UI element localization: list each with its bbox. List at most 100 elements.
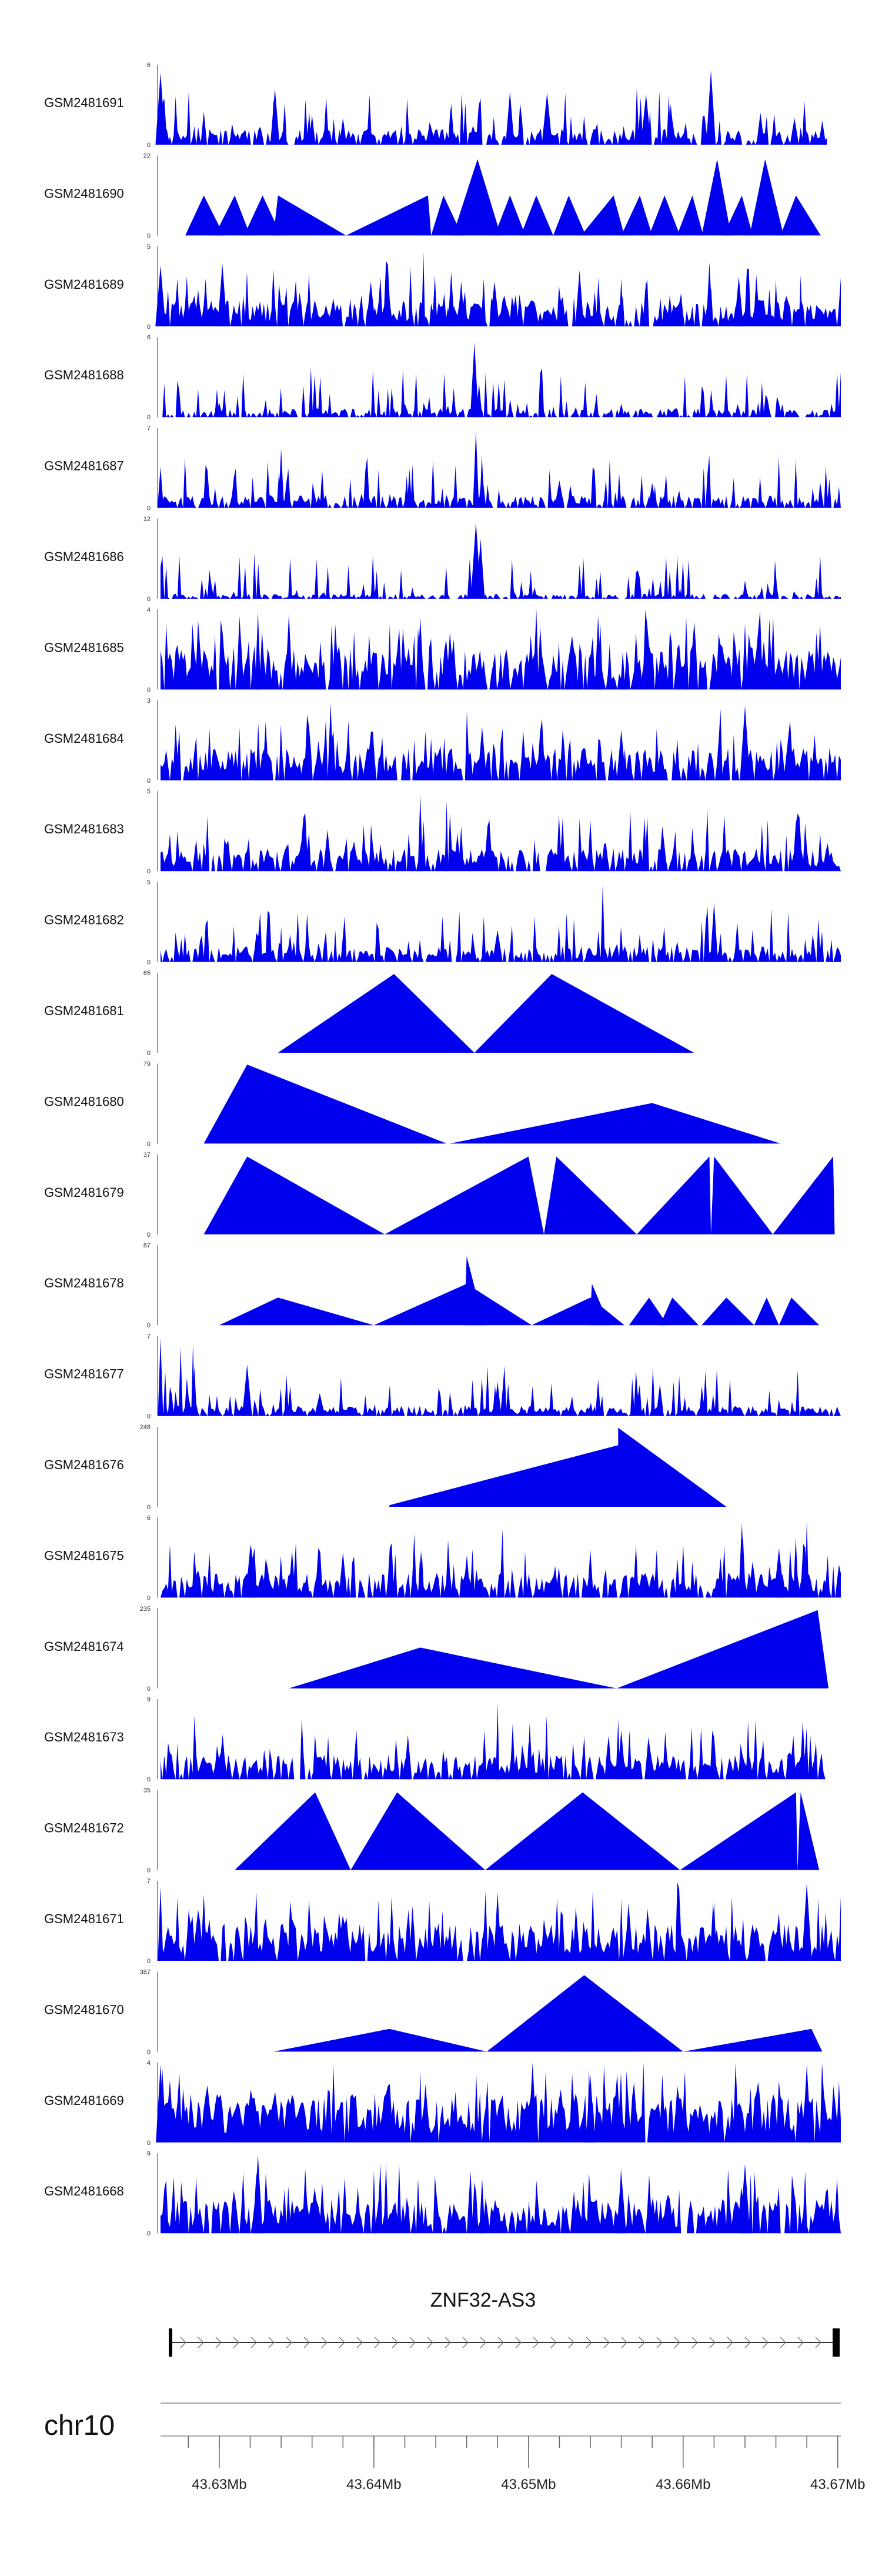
coverage-peak	[278, 974, 475, 1053]
strand-chevron	[780, 2337, 786, 2348]
coverage-peak	[279, 926, 283, 962]
coverage-peak	[636, 1156, 711, 1234]
coverage-peak	[684, 618, 689, 690]
coverage-track: GSM2481687 7 0	[44, 425, 841, 512]
y-max-label: 6	[147, 334, 151, 341]
coverage-peak	[219, 1297, 374, 1326]
track-label: GSM2481680	[44, 1094, 124, 1109]
track-label: GSM2481684	[44, 731, 124, 746]
coverage-peak	[185, 195, 224, 236]
coverage-notch	[563, 1976, 634, 2052]
y-min-label: 0	[147, 323, 151, 331]
track-label: GSM2481673	[44, 1730, 124, 1744]
coverage-area	[161, 87, 827, 145]
coverage-area	[161, 367, 841, 418]
coverage-peak	[479, 2178, 485, 2234]
coverage-peak	[156, 2064, 165, 2143]
coverage-area	[161, 1366, 841, 1416]
coverage-peak	[616, 729, 626, 780]
coverage-track: GSM2481688 6 0	[44, 334, 841, 421]
coverage-peak	[478, 472, 486, 508]
coverage-peak	[520, 195, 553, 236]
coverage-peak	[526, 1741, 530, 1780]
coverage-peak	[666, 105, 675, 145]
gene-name: ZNF32-AS3	[430, 2289, 536, 2311]
coverage-peak	[178, 1347, 183, 1416]
coverage-peak	[253, 2155, 263, 2234]
coverage-peak	[586, 2074, 595, 2143]
coverage-area	[161, 261, 841, 326]
strand-chevron	[409, 2337, 416, 2348]
strand-chevron	[233, 2337, 239, 2348]
coverage-track: GSM2481683 5 0	[44, 788, 841, 875]
y-min-label: 0	[147, 2048, 151, 2056]
track-label: GSM2481689	[44, 277, 124, 292]
coverage-peak	[489, 281, 500, 326]
coverage-peak	[799, 275, 803, 326]
strand-chevron	[180, 2337, 186, 2348]
y-min-label: 0	[147, 1594, 151, 1601]
track-label: GSM2481677	[44, 1367, 124, 1382]
tick-label: 43.63Mb	[192, 2477, 246, 2492]
coverage-peak	[797, 1792, 820, 1870]
strand-chevron	[621, 2337, 627, 2348]
coverage-peak	[617, 1730, 626, 1780]
y-max-label: 6	[147, 1514, 151, 1521]
coverage-peak	[581, 195, 624, 236]
coverage-track: GSM2481690 22 0	[44, 152, 821, 239]
y-min-label: 0	[147, 686, 151, 693]
coverage-peak	[505, 91, 514, 145]
track-label: GSM2481671	[44, 1911, 124, 1926]
coverage-peak	[339, 118, 347, 145]
coverage-peak	[474, 974, 694, 1053]
strand-chevron	[533, 2337, 539, 2348]
coverage-peak	[739, 1523, 746, 1598]
coverage-peak	[773, 1156, 835, 1234]
coverage-peak	[754, 1297, 779, 1326]
coverage-peak	[338, 1552, 348, 1598]
coverage-peak	[575, 270, 584, 326]
coverage-peak	[496, 1701, 500, 1780]
coverage-peak	[163, 1370, 168, 1416]
strand-chevron	[727, 2337, 733, 2348]
coverage-peak	[372, 2171, 376, 2234]
y-min-label: 0	[147, 1050, 151, 1057]
coverage-peak	[485, 1792, 680, 1870]
coverage-track: GSM2481671 7 0	[44, 1878, 841, 1965]
coverage-track: GSM2481672 35 0	[44, 1787, 820, 1874]
y-min-label: 0	[147, 142, 151, 149]
y-min-label: 0	[147, 1140, 151, 1147]
coverage-peak	[417, 1551, 423, 1598]
coverage-peak	[201, 1894, 208, 1961]
track-label: GSM2481682	[44, 913, 124, 927]
coverage-area	[161, 810, 841, 872]
coverage-peak	[710, 903, 718, 962]
strand-chevron	[603, 2337, 610, 2348]
strand-chevron	[568, 2337, 574, 2348]
coverage-peak	[742, 623, 748, 690]
coverage-peak	[155, 72, 166, 145]
coverage-peak	[449, 1103, 781, 1144]
coverage-peak	[495, 195, 526, 236]
coverage-peak	[660, 1297, 699, 1326]
coverage-peak	[746, 1721, 750, 1780]
coverage-peak	[616, 1610, 828, 1689]
coverage-peak	[289, 1647, 617, 1689]
gene-exon-end	[833, 2328, 840, 2357]
y-max-label: 79	[143, 1060, 151, 1067]
coverage-peak	[350, 1792, 486, 1870]
coverage-peak	[656, 1384, 664, 1416]
coverage-peak	[734, 922, 740, 962]
coverage-peak	[774, 279, 779, 326]
coverage-peak	[711, 1901, 717, 1961]
coverage-peak	[542, 92, 553, 145]
track-label: GSM2481687	[44, 459, 124, 473]
strand-chevron	[286, 2337, 292, 2348]
strand-chevron	[198, 2337, 204, 2348]
coverage-peak	[346, 195, 432, 236]
tick-label: 43.65Mb	[501, 2477, 556, 2492]
track-label: GSM2481683	[44, 822, 124, 836]
y-min-label: 0	[147, 232, 151, 239]
coverage-peak	[255, 611, 261, 690]
